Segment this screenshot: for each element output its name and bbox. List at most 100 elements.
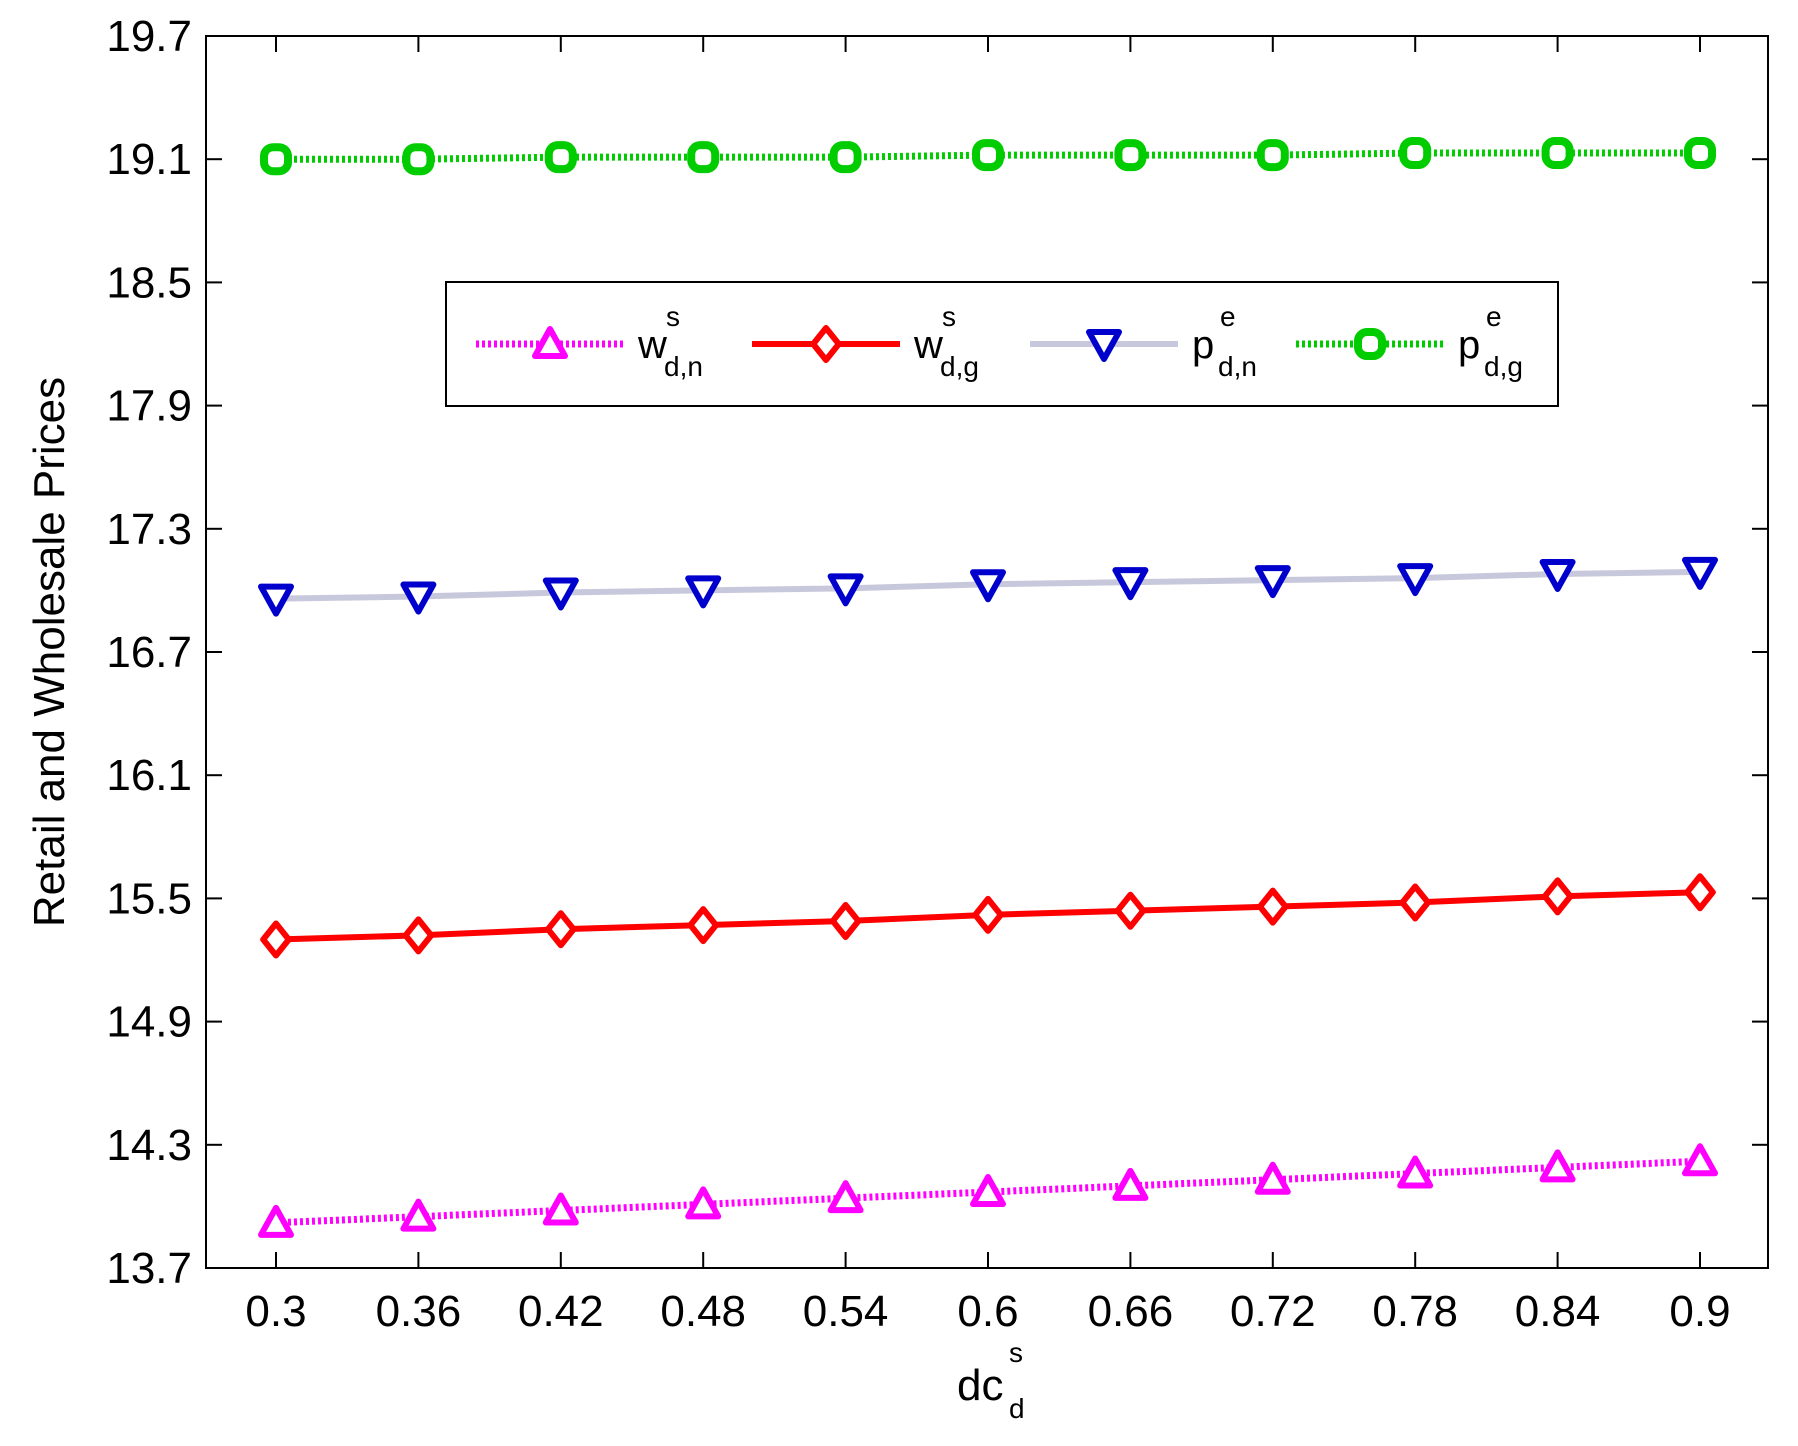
y-tick-label: 19.7 — [106, 12, 192, 61]
data-point — [1541, 137, 1574, 170]
data-point — [258, 1204, 294, 1238]
x-tick-label: 0.72 — [1230, 1287, 1316, 1336]
legend-label-superscript: s — [942, 301, 956, 332]
legend-label-base: w — [913, 323, 943, 367]
data-point — [544, 141, 577, 174]
data-point — [829, 901, 862, 940]
data-point — [402, 916, 435, 955]
x-tick-label: 0.84 — [1515, 1287, 1601, 1336]
data-point — [542, 1192, 579, 1226]
y-axis-ticks: 13.7 14.3 14.9 15.5 16.1 16.7 17.3 17.9 18.5 19.1… — [106, 12, 1768, 1293]
data-point — [972, 895, 1004, 934]
x-tick-label: 0.78 — [1372, 1287, 1458, 1336]
data-point — [400, 581, 437, 615]
data-point — [260, 920, 292, 959]
x-tick-label: 0.42 — [518, 1287, 604, 1336]
y-tick-label: 15.5 — [106, 874, 192, 923]
data-point — [1397, 563, 1434, 597]
y-axis-label: Retail and Wholesale Prices — [25, 377, 74, 927]
data-point — [1254, 1161, 1291, 1195]
data-point — [260, 143, 292, 176]
data-point — [1257, 887, 1289, 926]
series-2 — [260, 873, 1716, 959]
data-point — [687, 906, 719, 945]
x-axis-label-base: dc — [957, 1361, 1003, 1410]
data-point — [1539, 1149, 1576, 1183]
y-tick-label: 18.5 — [106, 258, 192, 307]
legend-entry: pe d,n — [1030, 301, 1257, 382]
x-tick-label: 0.66 — [1088, 1287, 1174, 1336]
data-point — [1114, 891, 1147, 930]
data-point — [1684, 873, 1716, 912]
data-point — [1112, 1167, 1149, 1201]
data-point — [1254, 565, 1291, 599]
legend-label-base: p — [1458, 323, 1480, 367]
data-point — [1682, 556, 1718, 590]
data-point — [1539, 558, 1576, 592]
data-point — [545, 910, 577, 949]
data-point — [400, 1198, 437, 1232]
legend-entry: ws d,g — [752, 301, 979, 382]
x-tick-label: 0.54 — [803, 1287, 889, 1336]
data-point — [685, 1186, 722, 1220]
data-point — [827, 1180, 864, 1214]
y-tick-label: 17.3 — [106, 505, 192, 554]
legend: wsd,n wsd,g ped,n ped,g — [445, 281, 1559, 407]
data-point — [542, 577, 579, 611]
legend-marker — [810, 325, 842, 363]
legend-label-superscript: s — [666, 301, 680, 332]
legend-marker — [532, 326, 568, 359]
data-point — [1397, 1155, 1434, 1189]
y-tick-label: 19.1 — [106, 135, 192, 184]
series-3 — [258, 556, 1718, 617]
legend-label-subscript: d,n — [1218, 351, 1257, 382]
x-tick-label: 0.9 — [1669, 1287, 1730, 1336]
y-tick-label: 13.7 — [106, 1244, 192, 1293]
data-point — [1684, 137, 1716, 170]
data-point — [1256, 139, 1289, 172]
data-point — [1112, 567, 1149, 601]
legend-label-subscript: d,n — [664, 351, 703, 382]
legend-label-base: p — [1192, 323, 1214, 367]
legend-label-subscript: d,g — [940, 351, 979, 382]
data-point — [687, 141, 720, 174]
y-tick-label: 17.9 — [106, 382, 192, 431]
data-point — [829, 141, 862, 174]
x-tick-label: 0.36 — [376, 1287, 462, 1336]
x-axis-label-superscript: s — [1009, 1337, 1023, 1368]
data-point — [258, 583, 294, 617]
legend-entry: pe d,g — [1296, 301, 1523, 382]
x-tick-label: 0.6 — [957, 1287, 1018, 1336]
x-axis-ticks: 0.3 0.36 0.42 0.48 0.54 0.6 0.66 0.72 0.78 0.84 0.… — [245, 36, 1731, 1336]
x-axis-label-subscript: d — [1009, 1393, 1025, 1424]
y-tick-label: 14.3 — [106, 1121, 192, 1170]
data-point — [970, 1174, 1006, 1208]
series-layer — [258, 137, 1718, 1238]
legend-marker — [1086, 329, 1122, 362]
series-1 — [258, 1143, 1718, 1238]
data-point — [970, 569, 1006, 603]
legend-label-base: w — [637, 323, 667, 367]
legend-label-superscript: e — [1486, 301, 1502, 332]
data-point — [1399, 137, 1432, 170]
plot-axes — [205, 35, 1769, 1269]
y-tick-label: 16.1 — [106, 751, 192, 800]
legend-entry: ws d,n — [476, 301, 703, 382]
legend-label-superscript: e — [1220, 301, 1236, 332]
legend-marker — [1354, 328, 1386, 360]
data-point — [402, 143, 435, 176]
data-point — [1682, 1143, 1718, 1177]
data-point — [972, 139, 1004, 172]
y-tick-label: 14.9 — [106, 998, 192, 1047]
x-tick-label: 0.48 — [660, 1287, 746, 1336]
data-point — [827, 573, 864, 607]
data-point — [685, 575, 722, 609]
data-point — [1399, 883, 1431, 922]
data-point — [1114, 139, 1147, 172]
series-4 — [260, 137, 1716, 176]
x-tick-label: 0.3 — [245, 1287, 306, 1336]
plot-frame — [205, 35, 1769, 1269]
legend-box — [445, 281, 1559, 407]
